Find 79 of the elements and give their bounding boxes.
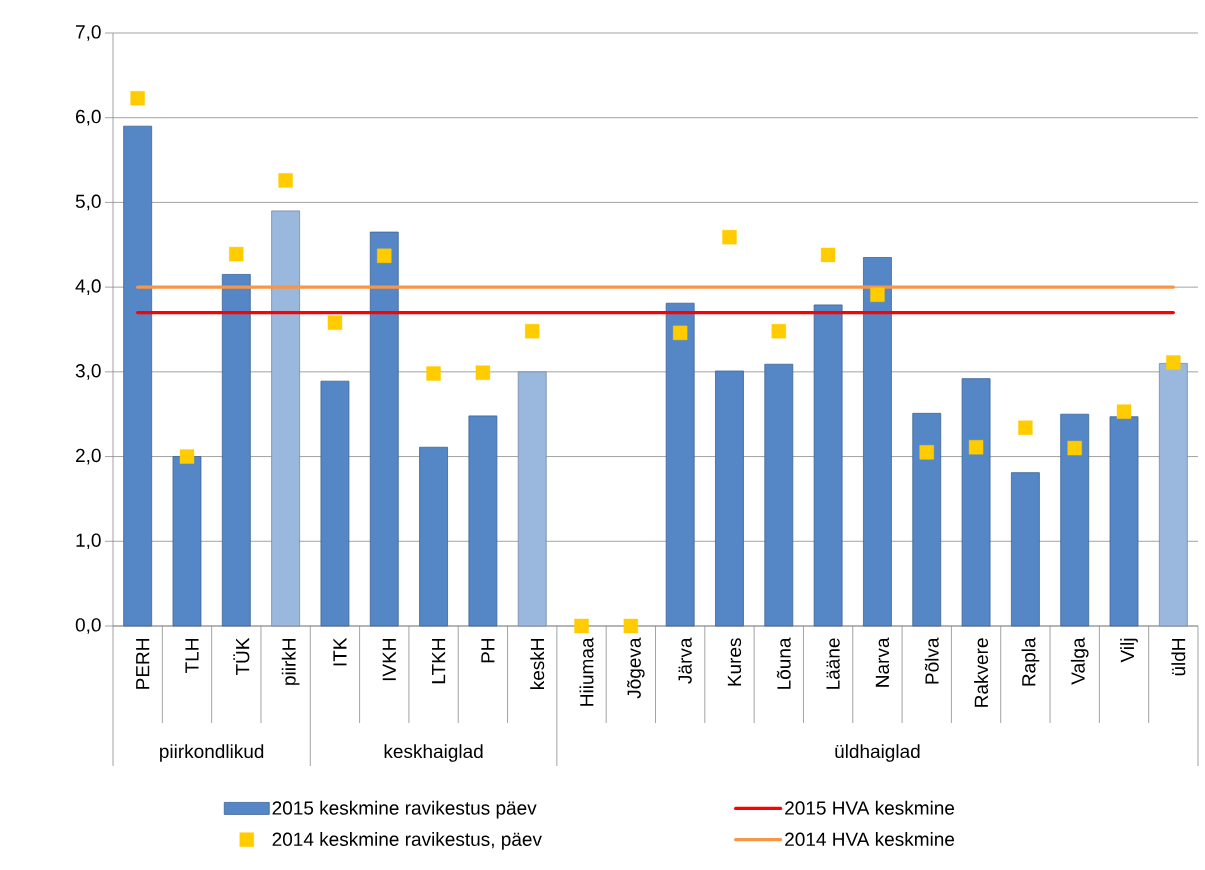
- bar: [271, 210, 301, 627]
- point: [525, 323, 540, 339]
- x-tick-label: PERH: [136, 639, 150, 689]
- point: [1018, 420, 1033, 435]
- bar: [1060, 413, 1090, 627]
- bar: [172, 456, 202, 627]
- bar: [764, 363, 794, 627]
- point: [327, 315, 343, 330]
- y-tick-label: 7,0: [76, 25, 101, 41]
- point: [1166, 355, 1181, 370]
- bar: [863, 257, 892, 627]
- y-tick-label: 3,0: [75, 364, 101, 380]
- bar: [813, 304, 843, 627]
- y-tick-label: 2,0: [76, 448, 101, 465]
- x-tick-label: LTKH: [432, 639, 446, 684]
- bar: [517, 371, 547, 627]
- point: [475, 365, 491, 380]
- point: [377, 248, 392, 263]
- point: [870, 287, 885, 302]
- y-tick-label: 6,0: [76, 109, 101, 126]
- x-tick-label: Kures: [727, 638, 742, 686]
- bar: [419, 446, 448, 627]
- x-tick-label: Rapla: [1021, 637, 1040, 686]
- text: keskhaiglad: [384, 744, 483, 762]
- x-tick-label: PH: [481, 639, 495, 663]
- y-tick-label: 0,0: [75, 618, 101, 634]
- x-tick-label: piirkH: [281, 639, 300, 685]
- bar: [715, 370, 744, 627]
- x-tick-label: ITK: [333, 637, 347, 666]
- bar: [221, 274, 251, 627]
- x-tick-label: Järva: [678, 637, 692, 684]
- point: [278, 173, 293, 188]
- x-tick-label: IVKH: [382, 639, 396, 681]
- bar: [1010, 472, 1040, 627]
- legend-label: 2015 HVA keskmine: [785, 800, 955, 815]
- x-tick-label: Vilj: [1120, 638, 1138, 663]
- x-tick-label: TÜK: [233, 637, 250, 676]
- point: [672, 325, 688, 341]
- x-tick-label: keskH: [530, 639, 545, 690]
- bar: [468, 415, 498, 627]
- x-tick-label: TLH: [185, 639, 199, 673]
- x-tick-label: Lõuna: [776, 637, 791, 689]
- y-tick-label: 4,0: [75, 279, 101, 295]
- x-tick-label: Rakvere: [974, 638, 989, 707]
- x-tick-label: üldH: [1171, 639, 1186, 676]
- point: [1116, 404, 1132, 419]
- bar: [1109, 416, 1139, 627]
- x-tick-label: Lääne: [826, 638, 840, 689]
- bar: [961, 378, 991, 627]
- x-tick-label: Jõgeva: [627, 637, 645, 699]
- y-tick-label: 5,0: [75, 194, 101, 211]
- x-tick-label: Põlva: [924, 637, 939, 684]
- legend-label: 2015 keskmine ravikestus päev: [272, 800, 537, 819]
- point: [722, 229, 737, 245]
- bar: [320, 380, 350, 627]
- legend-label: 2014 keskmine ravikestus, päev: [272, 832, 542, 850]
- y-tick-label: 1,0: [76, 533, 101, 550]
- point: [771, 323, 786, 339]
- bar: [123, 125, 153, 627]
- x-tick-label: Hiiumaa: [579, 637, 594, 706]
- x-tick-label: Narva: [875, 637, 890, 687]
- bar: [912, 412, 942, 627]
- text: üldhaiglad: [835, 744, 920, 762]
- point: [179, 449, 195, 464]
- bar: [665, 302, 695, 627]
- legend-label: 2014 HVA keskmine: [785, 832, 955, 846]
- point: [130, 91, 145, 106]
- bar: [369, 231, 399, 627]
- text: piirkondlikud: [160, 744, 264, 762]
- x-tick-label: Valga: [1070, 637, 1089, 685]
- point: [919, 445, 934, 460]
- point: [574, 618, 589, 634]
- point: [623, 618, 639, 634]
- point: [968, 440, 984, 455]
- point: [229, 246, 244, 262]
- point: [820, 247, 836, 263]
- point: [426, 366, 441, 381]
- bar: [1158, 362, 1188, 627]
- point: [1067, 440, 1082, 456]
